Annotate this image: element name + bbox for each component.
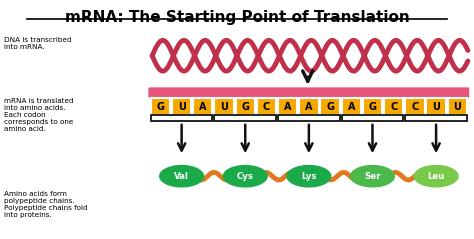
Text: U: U bbox=[432, 102, 440, 112]
FancyBboxPatch shape bbox=[405, 98, 425, 115]
FancyBboxPatch shape bbox=[257, 98, 276, 115]
Circle shape bbox=[413, 165, 459, 188]
FancyBboxPatch shape bbox=[148, 87, 469, 98]
Text: C: C bbox=[263, 102, 270, 112]
Text: mRNA is translated
into amino acids.
Each codon
corresponds to one
amino acid.: mRNA is translated into amino acids. Eac… bbox=[4, 98, 73, 132]
Text: Amino acids form
polypeptide chains.
Polypeptide chains fold
into proteins.: Amino acids form polypeptide chains. Pol… bbox=[4, 191, 87, 218]
Text: C: C bbox=[411, 102, 419, 112]
Text: Ser: Ser bbox=[364, 172, 381, 181]
Text: DNA is transcribed
into mRNA.: DNA is transcribed into mRNA. bbox=[4, 38, 72, 50]
FancyBboxPatch shape bbox=[405, 115, 467, 121]
FancyBboxPatch shape bbox=[214, 115, 276, 121]
Text: A: A bbox=[284, 102, 292, 112]
Text: G: G bbox=[326, 102, 334, 112]
FancyBboxPatch shape bbox=[384, 98, 403, 115]
Circle shape bbox=[350, 165, 395, 188]
Text: C: C bbox=[390, 102, 397, 112]
FancyBboxPatch shape bbox=[363, 98, 382, 115]
FancyBboxPatch shape bbox=[193, 98, 212, 115]
FancyBboxPatch shape bbox=[151, 98, 170, 115]
Text: Lys: Lys bbox=[301, 172, 317, 181]
Circle shape bbox=[286, 165, 331, 188]
FancyBboxPatch shape bbox=[278, 98, 297, 115]
Text: G: G bbox=[156, 102, 164, 112]
Text: A: A bbox=[199, 102, 207, 112]
FancyBboxPatch shape bbox=[236, 98, 255, 115]
Text: mRNA: The Starting Point of Translation: mRNA: The Starting Point of Translation bbox=[64, 10, 410, 25]
Circle shape bbox=[159, 165, 204, 188]
FancyBboxPatch shape bbox=[151, 115, 212, 121]
FancyBboxPatch shape bbox=[172, 98, 191, 115]
Text: G: G bbox=[368, 102, 376, 112]
Text: U: U bbox=[178, 102, 185, 112]
FancyBboxPatch shape bbox=[427, 98, 446, 115]
FancyBboxPatch shape bbox=[447, 98, 467, 115]
FancyBboxPatch shape bbox=[320, 98, 340, 115]
Text: G: G bbox=[241, 102, 249, 112]
Text: Val: Val bbox=[174, 172, 189, 181]
Text: A: A bbox=[305, 102, 313, 112]
Text: A: A bbox=[347, 102, 355, 112]
FancyBboxPatch shape bbox=[342, 115, 403, 121]
Text: Cys: Cys bbox=[237, 172, 254, 181]
FancyBboxPatch shape bbox=[214, 98, 234, 115]
FancyBboxPatch shape bbox=[342, 98, 361, 115]
FancyBboxPatch shape bbox=[299, 98, 319, 115]
Text: U: U bbox=[220, 102, 228, 112]
FancyBboxPatch shape bbox=[278, 115, 340, 121]
Text: U: U bbox=[453, 102, 461, 112]
Circle shape bbox=[223, 165, 268, 188]
Text: Leu: Leu bbox=[428, 172, 445, 181]
